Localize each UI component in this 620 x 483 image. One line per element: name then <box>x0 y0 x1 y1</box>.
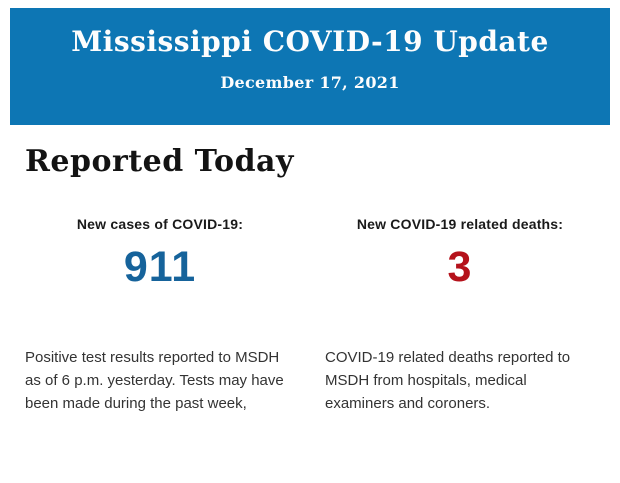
main-content: Reported Today New cases of COVID-19: 91… <box>0 144 620 415</box>
report-date: December 17, 2021 <box>220 73 400 92</box>
new-deaths-description: COVID-19 related deaths reported to MSDH… <box>325 349 571 412</box>
new-cases-value: 911 <box>123 243 197 291</box>
covid-update-page: Mississippi COVID-19 Update December 17,… <box>0 8 620 483</box>
new-deaths-label: New COVID-19 related deaths: <box>356 216 564 232</box>
header-banner: Mississippi COVID-19 Update December 17,… <box>10 8 610 125</box>
new-cases-label: New cases of COVID-19: <box>76 216 244 232</box>
stats-grid: New cases of COVID-19: 911 Positive test… <box>25 216 595 415</box>
section-heading: Reported Today <box>25 144 294 179</box>
stat-new-cases: New cases of COVID-19: 911 Positive test… <box>25 216 295 415</box>
page-title: Mississippi COVID-19 Update <box>71 25 549 58</box>
new-cases-description: Positive test results reported to MSDH a… <box>25 349 284 412</box>
stat-new-deaths: New COVID-19 related deaths: 3 COVID-19 … <box>325 216 595 415</box>
new-deaths-value: 3 <box>447 243 473 291</box>
